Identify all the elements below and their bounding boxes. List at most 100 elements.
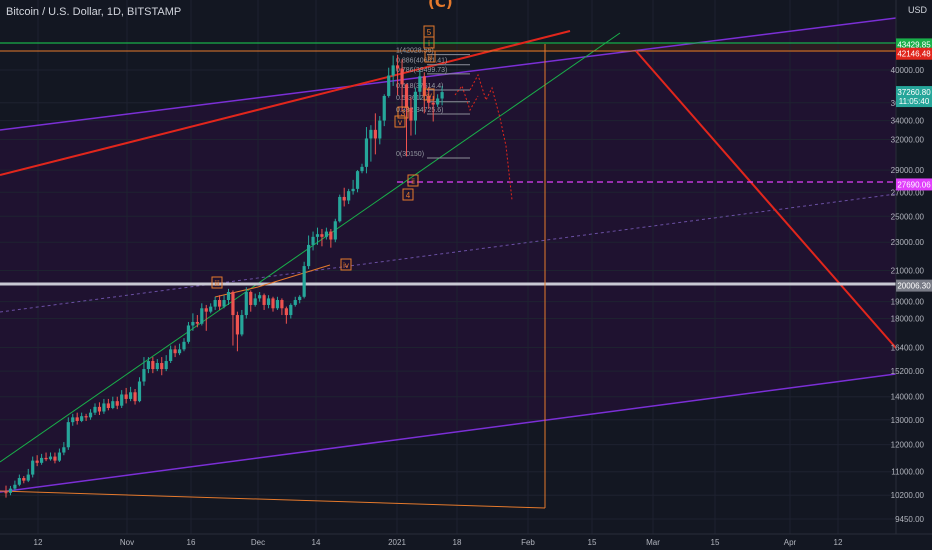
candle-body xyxy=(320,234,324,237)
candle-body xyxy=(22,478,26,481)
candle-body xyxy=(17,478,21,485)
candle-body xyxy=(146,361,150,370)
price-badge-label: 37260.80 xyxy=(897,88,931,97)
candle-body xyxy=(8,488,13,493)
candle-body xyxy=(307,244,311,267)
candle-body xyxy=(106,403,110,409)
candle-body xyxy=(124,394,128,399)
projection-red xyxy=(635,50,897,349)
candle-body xyxy=(355,171,360,189)
fib-level-label: 0(30150) xyxy=(396,151,424,158)
wave-label-box xyxy=(424,50,436,63)
candle-body xyxy=(129,392,133,399)
time-tick-label: 15 xyxy=(588,538,597,547)
fib-level-label: 0.886(40681.41) xyxy=(396,58,447,65)
chart-title: Bitcoin / U.S. Dollar, 1D, BITSTAMP xyxy=(6,6,182,18)
candle-body xyxy=(71,417,75,423)
price-tick-label: 23000.00 xyxy=(891,238,925,247)
candle-body xyxy=(120,394,124,406)
time-marker-base xyxy=(0,490,546,509)
candle-body xyxy=(66,422,70,448)
candle-body xyxy=(253,298,257,305)
candle-body xyxy=(240,315,244,335)
candle-body xyxy=(200,308,204,324)
candle-body xyxy=(422,76,426,96)
candle-body xyxy=(169,349,173,362)
fib-level-label: 0.786(39499.73) xyxy=(396,67,447,74)
wave-label-box xyxy=(423,36,435,49)
candle-body xyxy=(173,349,177,354)
candle-body xyxy=(209,306,213,312)
candle-body xyxy=(244,291,248,316)
wave-label-box xyxy=(394,115,406,128)
candle-body xyxy=(280,300,284,309)
time-tick-label: Nov xyxy=(120,538,134,547)
candle-body xyxy=(53,456,57,461)
time-axis-bg xyxy=(0,534,932,550)
price-badge-label: 11:05:40 xyxy=(899,97,930,106)
candle-body xyxy=(298,296,302,301)
candle-body xyxy=(213,300,217,307)
wave-label-box xyxy=(402,188,414,201)
candle-body xyxy=(177,349,182,354)
channel-fill xyxy=(0,18,896,492)
candle-body xyxy=(266,298,271,305)
wave-line-a xyxy=(214,286,259,298)
price-tick-label: 11000.00 xyxy=(891,468,924,477)
candle-body xyxy=(235,315,239,335)
price-tick-label: 19000.00 xyxy=(891,298,925,307)
candle-body xyxy=(195,321,199,324)
candle-body xyxy=(311,236,315,245)
wave-label-box xyxy=(211,276,223,289)
wave-label-top: (C) xyxy=(428,0,453,11)
fib-level-label: 0.5(36120) xyxy=(396,95,430,102)
candle-body xyxy=(302,266,306,297)
candle-body xyxy=(226,291,231,301)
price-tick-label: 15200.00 xyxy=(891,367,925,376)
fib-level-label: 1(42028.56) xyxy=(396,48,434,55)
candle-body xyxy=(373,129,377,139)
candle-body xyxy=(182,341,186,350)
resistance-zone xyxy=(429,44,896,52)
wave-label-box xyxy=(423,88,435,101)
price-badge xyxy=(896,38,932,51)
candle-body xyxy=(427,95,431,103)
candle-body xyxy=(133,392,137,402)
time-tick-label: 16 xyxy=(187,538,196,547)
candle-body xyxy=(391,65,395,76)
price-badge-label: 27690.06 xyxy=(897,180,931,189)
time-tick-label: 15 xyxy=(711,538,720,547)
price-tick-label: 10200.00 xyxy=(891,491,925,500)
candle-body xyxy=(387,75,391,96)
price-tick-label: 13000.00 xyxy=(891,416,925,425)
candle-body xyxy=(347,191,351,201)
candle-body xyxy=(338,196,342,222)
wave-label-box xyxy=(407,174,419,187)
channel-lower-line xyxy=(0,373,897,493)
candle-body xyxy=(80,416,84,421)
price-badge xyxy=(896,95,932,108)
candle-body xyxy=(115,401,119,406)
candle-body xyxy=(271,298,275,309)
candle-body xyxy=(88,412,93,418)
candle-body xyxy=(222,300,226,307)
candle-body xyxy=(97,406,102,412)
candle-body xyxy=(137,381,142,402)
time-tick-label: Feb xyxy=(521,538,535,547)
candle-body xyxy=(396,65,400,69)
candle-body xyxy=(48,456,53,460)
candle-body xyxy=(35,460,39,463)
candle-body xyxy=(31,460,35,475)
candle-body xyxy=(155,363,159,370)
candle-body xyxy=(351,188,355,192)
price-badge-label: 20006.30 xyxy=(897,282,931,291)
wave-label-box xyxy=(397,106,409,119)
candle-body xyxy=(160,363,164,370)
candle-body xyxy=(151,361,155,370)
wave-label: 5 xyxy=(427,28,432,37)
trendline-red xyxy=(0,30,571,176)
price-badge xyxy=(896,279,932,292)
candle-body xyxy=(342,196,346,201)
fib-level-label: 0.382(34725.6) xyxy=(396,107,443,114)
